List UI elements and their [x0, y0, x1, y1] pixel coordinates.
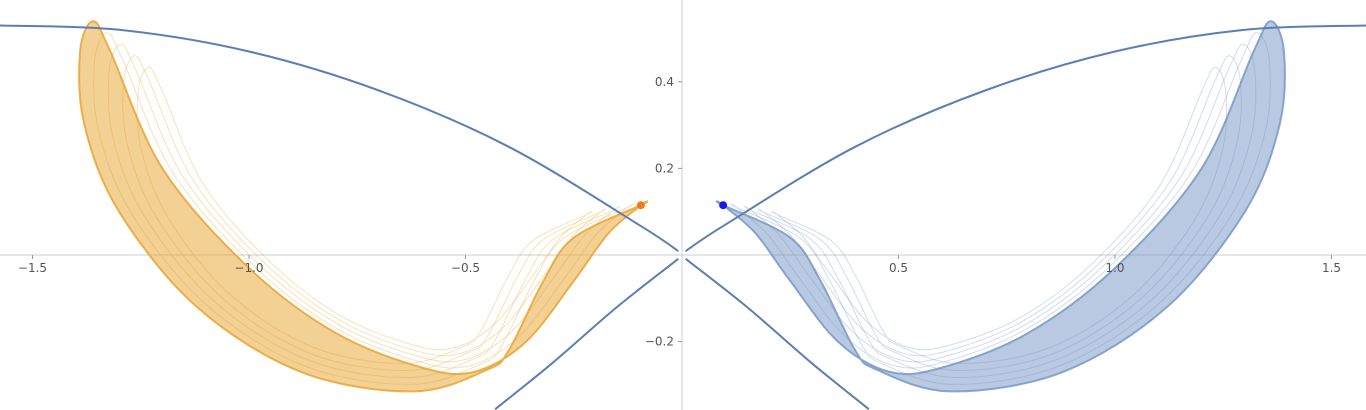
right-trajectory-strand: [757, 55, 1242, 372]
data-bands: [78, 20, 1286, 393]
right-start-point: [719, 201, 728, 210]
x-tick-label: 1.5: [1322, 261, 1341, 275]
x-tick-label: 0.5: [889, 261, 908, 275]
boundary-curves: [0, 24, 1366, 410]
left-start-point: [636, 201, 645, 210]
tick-labels: −1.5 −1.0 −0.5 0.5 1.0 1.5 0.4 0.2 −0.2: [18, 75, 1341, 349]
left-trajectory-strand: [107, 43, 621, 379]
right-trajectory-strand: [743, 43, 1257, 379]
right-lower-boundary-curve: [685, 258, 870, 410]
right-trajectory-band: [715, 20, 1286, 393]
left-trajectory-band: [78, 20, 649, 393]
x-tick-label: −1.5: [18, 261, 47, 275]
y-tick-label: 0.4: [655, 75, 674, 89]
x-tick-label: −0.5: [451, 261, 480, 275]
right-trajectory-strand: [730, 32, 1271, 385]
x-tick-label: 1.0: [1105, 261, 1124, 275]
y-tick-label: 0.2: [655, 161, 674, 175]
left-trajectory-strand: [136, 66, 593, 365]
x-tick-label: −1.0: [234, 261, 263, 275]
highlight-points: [636, 201, 728, 210]
left-lower-boundary-curve: [494, 258, 679, 410]
left-trajectory-strand: [93, 32, 634, 385]
right-trajectory-strand: [771, 66, 1228, 365]
right-boundary-curve: [685, 24, 1366, 252]
y-tick-label: −0.2: [645, 335, 674, 349]
left-boundary-curve: [0, 24, 679, 252]
left-trajectory-strand: [122, 55, 607, 372]
